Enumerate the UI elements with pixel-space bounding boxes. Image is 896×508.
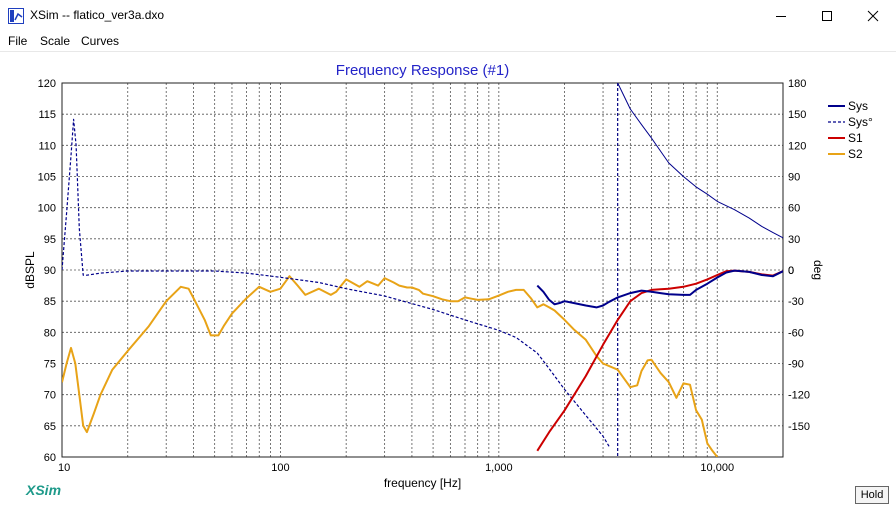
minimize-icon (776, 15, 786, 17)
maximize-button[interactable] (804, 0, 850, 31)
maximize-icon (822, 10, 832, 21)
legend-label: Sys (848, 99, 868, 113)
x-tick-label: 10,000 (700, 462, 734, 474)
y-tick-label: 115 (38, 109, 56, 121)
y-tick-label: 120 (38, 78, 56, 90)
y2-tick-label: -120 (788, 390, 810, 402)
minimize-button[interactable] (758, 0, 804, 31)
y-tick-label: 90 (44, 265, 56, 277)
y-tick-label: 100 (38, 203, 56, 215)
series-s2-line (62, 275, 719, 457)
y2-tick-label: 60 (788, 203, 800, 215)
x-tick-label: 1,000 (485, 462, 513, 474)
close-icon (867, 10, 879, 21)
y-tick-label: 80 (44, 327, 56, 339)
y-tick-label: 65 (44, 421, 56, 433)
menu-curves[interactable]: Curves (81, 34, 120, 48)
y-tick-label: 95 (44, 234, 56, 246)
series-sys-line (536, 269, 783, 309)
legend-label: S2 (848, 147, 863, 161)
y2-tick-label: -60 (788, 327, 804, 339)
y-tick-label: 85 (44, 296, 56, 308)
y2-tick-label: -150 (788, 421, 810, 433)
y2-tick-label: 0 (788, 265, 794, 277)
y2-tick-label: 30 (788, 234, 800, 246)
title-bar: XSim -- flatico_ver3a.dxo (0, 0, 896, 31)
y2-axis-label: deg (811, 260, 825, 280)
hold-button[interactable]: Hold (855, 486, 889, 504)
series-sys-phase-line (616, 83, 783, 239)
x-axis-label: frequency [Hz] (384, 476, 461, 490)
y2-tick-label: 180 (788, 78, 806, 90)
y2-tick-label: 0 (788, 265, 794, 277)
y2-tick-label: -90 (788, 359, 804, 371)
y-tick-label: 110 (38, 140, 56, 152)
xsim-brand-label: XSim (26, 482, 62, 498)
chart-title: Frequency Response (#1) (336, 62, 509, 79)
x-tick-label: 10 (58, 462, 70, 474)
legend-label: Sys° (848, 115, 873, 129)
window-title: XSim -- flatico_ver3a.dxo (30, 8, 165, 22)
y2-tick-label: 120 (788, 140, 806, 152)
y-tick-label: 75 (44, 359, 56, 371)
close-button[interactable] (850, 0, 896, 31)
frequency-response-chart: 6065707580859095100105110115120-150-120-… (23, 62, 873, 490)
menu-scale[interactable]: Scale (40, 34, 71, 48)
menu-bar: File Scale Curves (0, 31, 896, 52)
x-tick-label: 100 (271, 462, 289, 474)
y2-tick-label: 150 (788, 109, 806, 121)
y-tick-label: 60 (44, 452, 56, 464)
y-axis-label: dBSPL (23, 251, 37, 289)
menu-file[interactable]: File (8, 34, 28, 48)
y-tick-label: 70 (44, 390, 56, 402)
y2-tick-label: -30 (788, 296, 804, 308)
xsim-app-icon (8, 8, 24, 24)
legend-label: S1 (848, 131, 863, 145)
y-tick-label: 105 (38, 172, 56, 184)
y2-tick-label: 90 (788, 172, 800, 184)
